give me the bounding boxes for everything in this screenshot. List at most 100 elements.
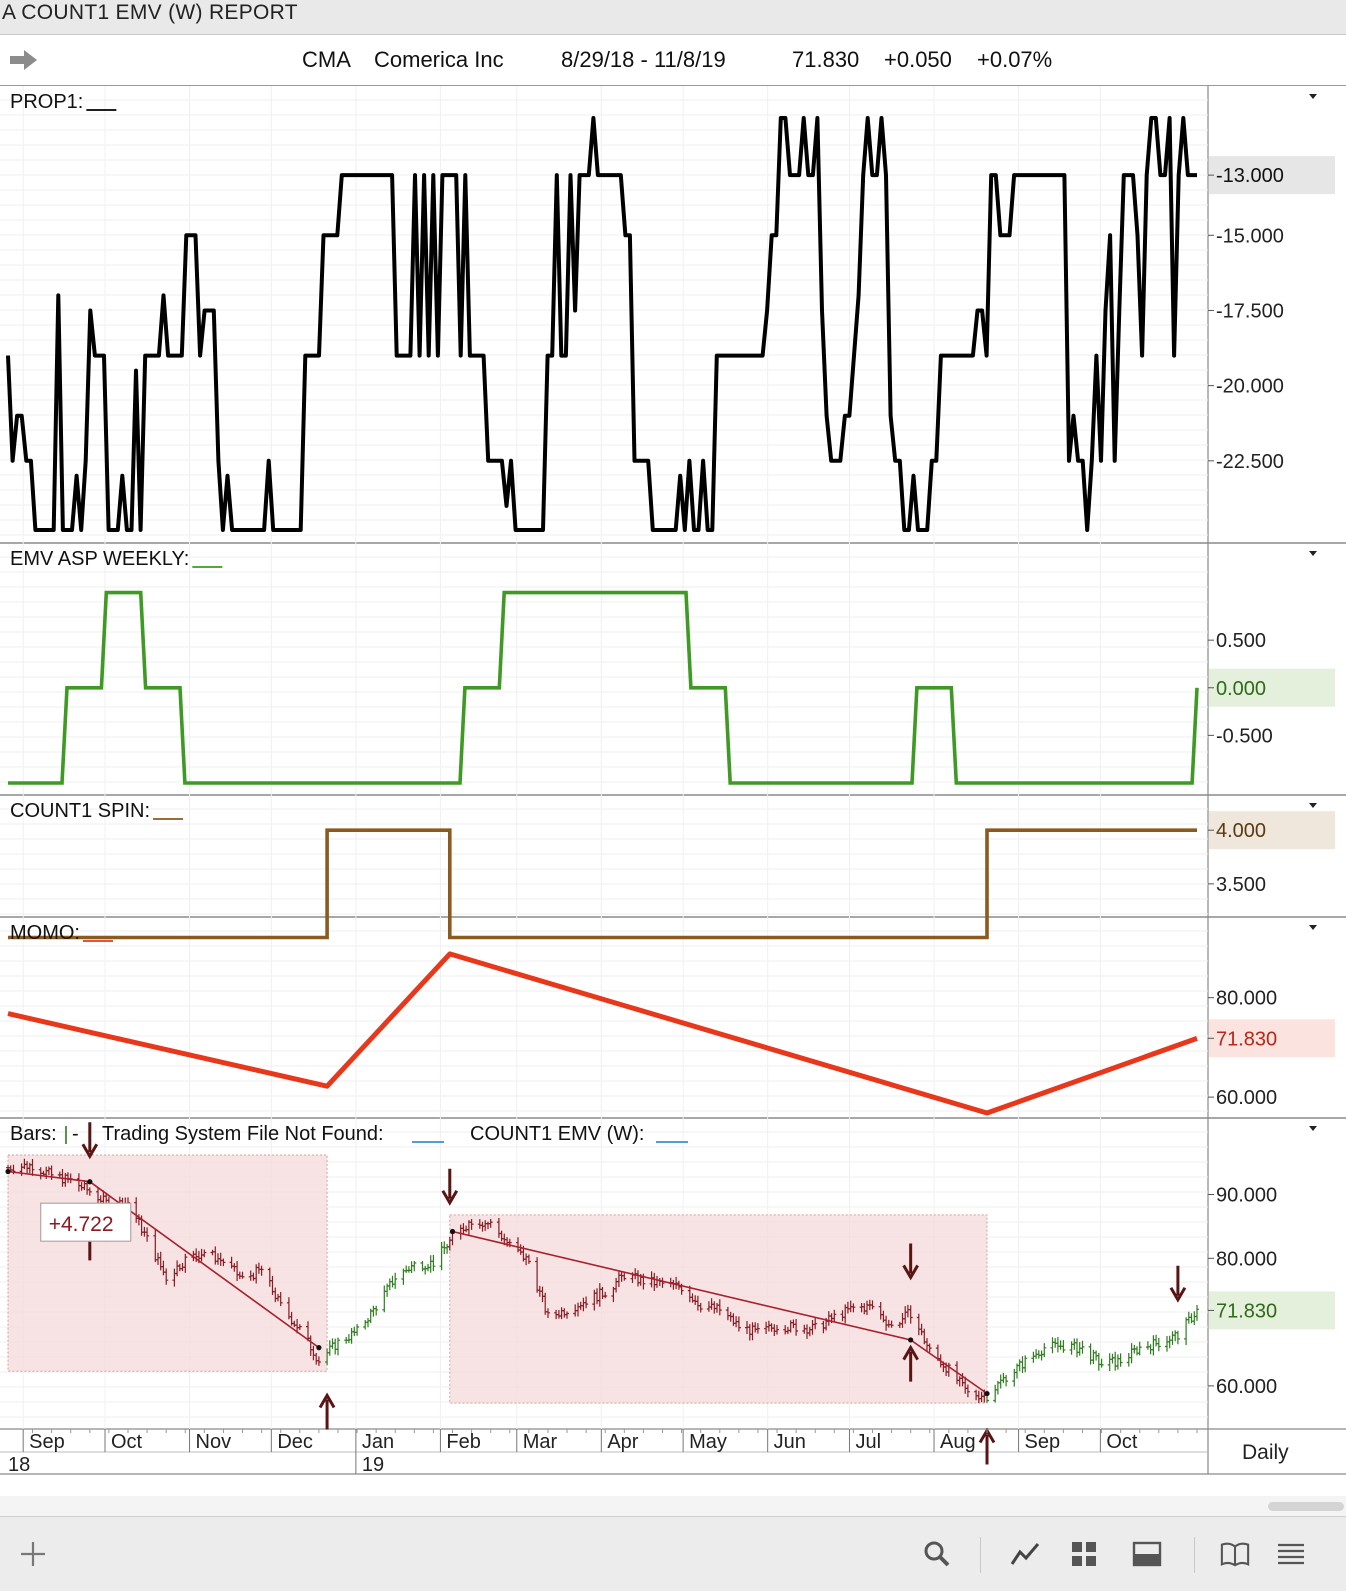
price-bar (87, 1187, 92, 1196)
price-bar (1004, 1374, 1009, 1387)
chart-area[interactable]: Sep Oct Nov Dec Jan Feb Mar Apr May Jun Jul Aug Sep O… (0, 86, 1346, 1496)
price-bar (1156, 1337, 1161, 1352)
y-tick-label: -22.500 (1216, 451, 1284, 473)
price-bar (412, 1261, 417, 1272)
menu-icon[interactable] (1276, 1539, 1306, 1569)
horizontal-scrollbar[interactable] (0, 1496, 1346, 1516)
buy-arrow-icon (318, 1392, 336, 1430)
last-value-highlight (1209, 811, 1335, 850)
year-label: 18 (8, 1454, 30, 1476)
price-bar (1151, 1335, 1156, 1356)
price-bar (584, 1296, 589, 1309)
panel-menu-chevron-icon[interactable] (1309, 925, 1317, 930)
panel-layout-icon[interactable] (1132, 1539, 1162, 1569)
y-tick-label: -15.000 (1216, 225, 1284, 247)
last-value-highlight (1209, 668, 1335, 707)
buy-arrow-icon (978, 1427, 996, 1465)
spin-line (8, 828, 1197, 940)
price-bar (1135, 1346, 1139, 1356)
y-tick-label: -20.000 (1216, 376, 1284, 398)
symbol-header: CMA Comerica Inc 8/29/18 - 11/8/19 71.83… (0, 35, 1346, 86)
price-bar (1184, 1317, 1189, 1346)
y-tick-label: 80.000 (1216, 988, 1277, 1010)
price-bar (297, 1324, 302, 1330)
price-bar (488, 1218, 493, 1228)
last-price: 71.830 (792, 47, 860, 72)
price-bar (1069, 1341, 1074, 1355)
price-bar (1137, 1341, 1142, 1356)
price-bar (603, 1291, 608, 1299)
grid-layout-icon[interactable] (1069, 1539, 1099, 1569)
draw-line-icon[interactable] (1010, 1539, 1040, 1569)
last-value-highlight (1209, 1291, 1335, 1330)
symbol-ticker: CMA (302, 47, 351, 72)
price-bar (1129, 1343, 1134, 1364)
price-bar (813, 1318, 818, 1330)
bars-legend: Bars: (10, 1123, 57, 1145)
x-tick-label: Nov (196, 1431, 232, 1453)
search-icon[interactable] (922, 1539, 952, 1569)
pivot-dot (5, 1168, 11, 1175)
bars-legend-swatch-text: - (72, 1123, 79, 1145)
panel-title: EMV ASP WEEKLY: (10, 548, 189, 570)
price-bar (371, 1305, 376, 1317)
price-bar (469, 1219, 474, 1230)
price-bar (30, 1159, 35, 1176)
panel-menu-chevron-icon[interactable] (1309, 803, 1317, 808)
price-bar (1107, 1353, 1112, 1372)
price-bar (183, 1253, 188, 1273)
scrollbar-thumb[interactable] (1268, 1502, 1344, 1511)
price-bar (1055, 1337, 1060, 1353)
sell-arrow-icon (1169, 1265, 1187, 1303)
price-bar (387, 1278, 392, 1291)
add-icon[interactable] (18, 1539, 48, 1569)
interval-label[interactable]: Daily (1242, 1441, 1289, 1464)
year-label: 19 (362, 1454, 384, 1476)
price-bar (1110, 1353, 1115, 1364)
price-bar (1061, 1340, 1066, 1353)
price-bar (1050, 1337, 1055, 1354)
price-bar (278, 1292, 283, 1307)
company-name: Comerica Inc (374, 47, 504, 72)
price-bar (717, 1299, 722, 1316)
price-bar (546, 1308, 550, 1318)
chart-svg[interactable]: Sep Oct Nov Dec Jan Feb Mar Apr May Jun Jul Aug Sep O… (0, 86, 1346, 1496)
price-bar (1173, 1330, 1178, 1342)
panel-menu-chevron-icon[interactable] (1309, 1126, 1317, 1131)
price-bar (832, 1309, 837, 1323)
price-bar (164, 1268, 169, 1285)
window-titlebar: A COUNT1 EMV (W) REPORT (0, 0, 1346, 35)
price-bar (1126, 1353, 1131, 1367)
book-icon[interactable] (1220, 1539, 1250, 1569)
last-value-highlight (1209, 1019, 1335, 1058)
last-value-label: 71.830 (1216, 1028, 1277, 1050)
panel-menu-chevron-icon[interactable] (1309, 94, 1317, 99)
price-bar (349, 1328, 354, 1344)
window-title: A COUNT1 EMV (W) REPORT (2, 1, 298, 24)
x-tick-label: Oct (1106, 1431, 1138, 1453)
price-bar (794, 1319, 799, 1336)
price-bar (998, 1374, 1003, 1389)
x-tick-label: Jun (774, 1431, 806, 1453)
price-bar (946, 1362, 951, 1377)
price-bar (1020, 1356, 1025, 1373)
sell-arrow-icon (441, 1168, 459, 1206)
price-change-pct: +0.07% (977, 47, 1053, 72)
price-bar (889, 1320, 894, 1328)
price-bar (336, 1337, 340, 1356)
x-tick-label: Jan (362, 1431, 394, 1453)
price-bar (363, 1320, 368, 1330)
price-bar (316, 1356, 321, 1366)
price-bar (374, 1305, 379, 1316)
last-value-label: 71.830 (1216, 1300, 1277, 1322)
price-bar (851, 1303, 856, 1313)
price-bar (393, 1272, 398, 1289)
x-tick-label: Mar (523, 1431, 558, 1453)
price-bar (1039, 1350, 1044, 1361)
trade-region (449, 1214, 988, 1404)
panel-menu-chevron-icon[interactable] (1309, 551, 1317, 556)
arrow-right-icon[interactable] (8, 49, 38, 71)
price-bar (420, 1261, 425, 1272)
profit-annotation-box (40, 1202, 132, 1242)
last-value-highlight (1209, 156, 1335, 195)
